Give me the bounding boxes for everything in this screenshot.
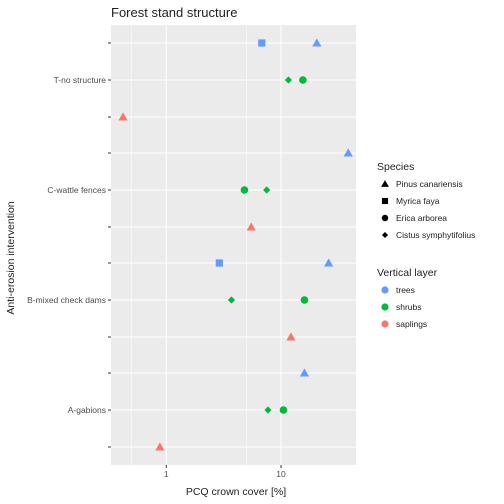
data-point: [284, 76, 293, 84]
legend-key-shrubs: [381, 303, 389, 311]
legend-layer-entries: trees shrubs saplings: [381, 285, 427, 329]
data-point: [246, 222, 256, 231]
chart-title: Forest stand structure: [111, 5, 237, 20]
data-point: [155, 442, 165, 451]
data-point: [258, 39, 266, 47]
data-point: [279, 406, 288, 414]
data-point: [240, 186, 249, 194]
data-point: [324, 258, 334, 267]
legend-key-saplings: [381, 320, 389, 328]
legend-label: Pinus canariensis: [396, 179, 463, 189]
x-tick-label: 10: [276, 469, 286, 479]
legend-species-title: Species: [377, 161, 414, 173]
data-point: [264, 406, 272, 414]
x-tick-label: 1: [164, 469, 169, 479]
data-point: [299, 76, 307, 84]
data-point: [227, 296, 236, 304]
y-tick-label: B-mixed check dams: [27, 295, 106, 305]
legend: Species Pinus canariensis Myrica faya Eric…: [377, 161, 475, 329]
data-point: [286, 332, 296, 341]
legend-species-entries: Pinus canariensis Myrica faya Erica arbore…: [381, 179, 475, 240]
legend-label: trees: [396, 285, 415, 295]
legend-layer-title: Vertical layer: [377, 267, 438, 279]
legend-label: Myrica faya: [396, 196, 440, 206]
data-point: [118, 112, 128, 121]
legend-key-trees: [381, 286, 389, 294]
legend-label: Erica arborea: [396, 213, 447, 223]
data-point: [299, 368, 310, 377]
data-point: [312, 38, 322, 47]
plot-panel: [111, 25, 356, 465]
legend-key-triangle: [381, 180, 389, 187]
y-tick-label: T-no structure: [54, 75, 107, 85]
y-axis: A-gabions B-mixed check dams C-wattle fenc…: [27, 42, 111, 448]
x-axis-title: PCQ crown cover [%]: [186, 486, 286, 498]
legend-key-circle: [381, 214, 389, 222]
x-axis: 1 10: [164, 465, 286, 479]
data-points: [118, 38, 353, 451]
data-point: [215, 259, 223, 267]
data-point: [300, 296, 309, 304]
legend-key-diamond: [381, 231, 389, 239]
legend-label: Cistus symphytifolius: [396, 230, 475, 240]
data-point: [343, 148, 353, 157]
y-axis-title: Anti-erosion intervention: [5, 201, 17, 314]
legend-key-square: [381, 197, 389, 205]
data-point: [263, 186, 271, 194]
legend-label: shrubs: [396, 302, 422, 312]
y-tick-label: C-wattle fences: [47, 185, 106, 195]
legend-label: saplings: [396, 319, 427, 329]
y-tick-label: A-gabions: [68, 405, 106, 415]
